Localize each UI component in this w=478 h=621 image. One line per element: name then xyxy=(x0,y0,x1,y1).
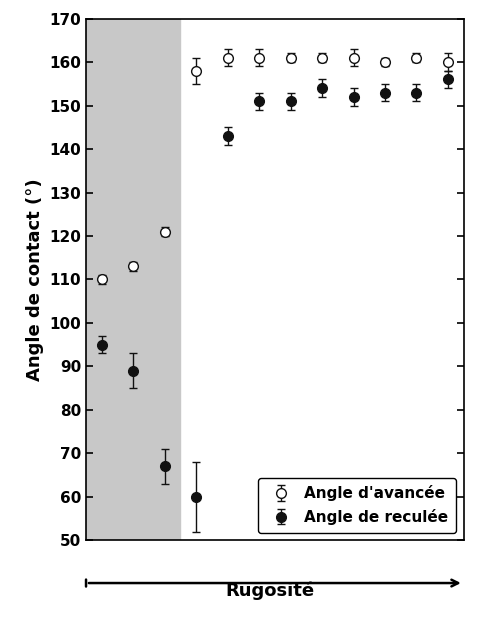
Bar xyxy=(70,19,180,540)
Y-axis label: Angle de contact (°): Angle de contact (°) xyxy=(26,178,44,381)
Text: Rugosité: Rugosité xyxy=(226,582,315,601)
Legend: Angle d'avancée, Angle de reculée: Angle d'avancée, Angle de reculée xyxy=(259,478,456,533)
